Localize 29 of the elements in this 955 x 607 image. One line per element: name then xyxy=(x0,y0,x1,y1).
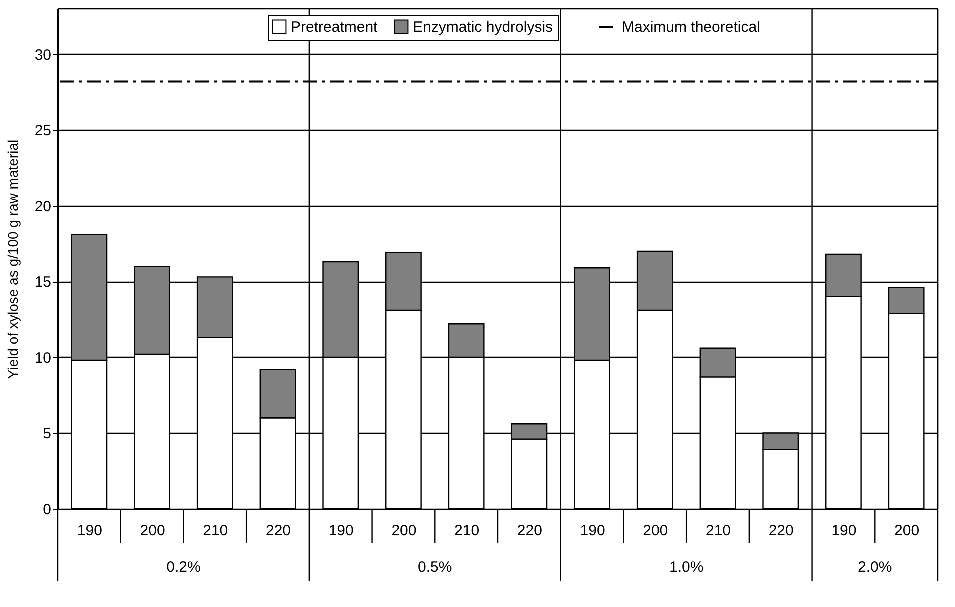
legend-label: Maximum theoretical xyxy=(622,19,760,36)
text: 2.0% xyxy=(858,559,892,576)
x-tick-label: 220 xyxy=(266,522,292,540)
x-tick-label: 210 xyxy=(706,522,732,540)
y-tick-label: 20 xyxy=(34,198,52,216)
x-tick-label: 190 xyxy=(832,522,857,540)
text: 1.0% xyxy=(669,559,704,576)
y-tick-label: 30 xyxy=(34,46,52,64)
x-tick-label: 200 xyxy=(392,522,417,540)
y-axis-title: Yield of xylose as g/100 g raw material xyxy=(4,140,21,380)
text: 0.5% xyxy=(418,559,452,576)
legend-label: Pretreatment xyxy=(291,18,379,36)
x-tick-label: 190 xyxy=(77,522,102,540)
y-tick-label: 10 xyxy=(34,350,52,367)
y-tick-label: 25 xyxy=(34,122,52,140)
y-tick-label: 5 xyxy=(43,426,52,443)
x-tick-label: 220 xyxy=(768,522,794,540)
x-tick-label: 190 xyxy=(328,522,354,540)
y-tick-label: 0 xyxy=(43,502,52,518)
x-tick-label: 220 xyxy=(517,522,542,540)
x-tick-label: 200 xyxy=(894,522,920,540)
x-tick-label: 200 xyxy=(140,522,166,540)
x-tick-label: 200 xyxy=(643,522,668,540)
x-tick-label: 210 xyxy=(454,522,480,540)
x-tick-label: 190 xyxy=(580,522,606,540)
text: 0.2% xyxy=(166,559,201,576)
y-tick-label: 15 xyxy=(34,274,52,292)
x-tick-label: 210 xyxy=(203,522,228,540)
legend-label: Enzymatic hydrolysis xyxy=(413,18,554,36)
